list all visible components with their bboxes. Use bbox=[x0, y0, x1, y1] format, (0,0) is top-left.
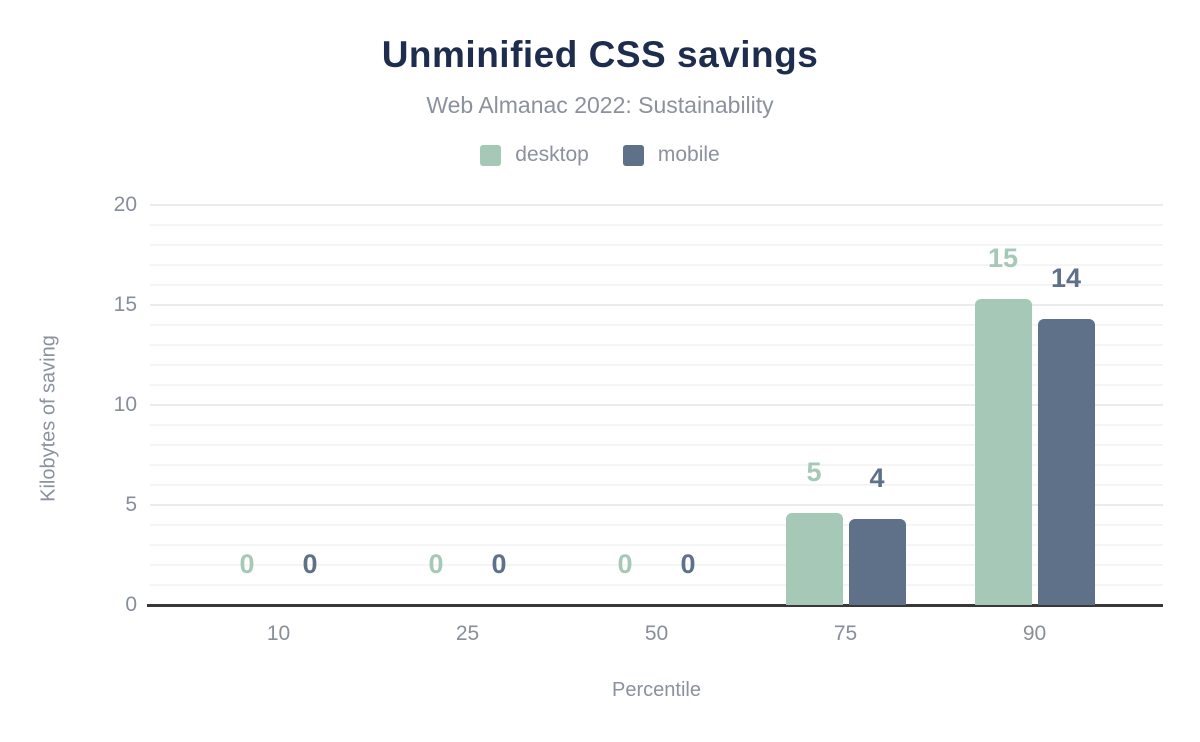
bar-value-label-mobile-p50: 0 bbox=[680, 549, 696, 579]
chart-title: Unminified CSS savings bbox=[381, 34, 819, 75]
gridline-minor bbox=[150, 284, 1163, 286]
x-tick-10: 10 bbox=[266, 622, 291, 645]
gridline-minor bbox=[150, 364, 1163, 366]
gridline-minor bbox=[150, 244, 1163, 246]
gridline-minor bbox=[150, 344, 1163, 346]
gridline-minor bbox=[150, 224, 1163, 226]
gridline-minor bbox=[150, 564, 1163, 566]
bar-value-label-mobile-p25: 0 bbox=[491, 549, 507, 579]
gridline-major bbox=[150, 404, 1163, 406]
bar-group-p90: 15 14 bbox=[940, 205, 1129, 605]
y-tick-5: 5 bbox=[125, 493, 137, 516]
bar-mobile-p90 bbox=[1037, 319, 1095, 605]
legend-label: mobile bbox=[657, 143, 720, 166]
gridline-major bbox=[150, 304, 1163, 306]
x-axis-baseline bbox=[147, 604, 1163, 607]
gridline-minor bbox=[150, 324, 1163, 326]
bar-desktop-p90 bbox=[974, 299, 1032, 605]
legend: desktop mobile bbox=[0, 142, 1200, 168]
bar-value-label-desktop-p10: 0 bbox=[239, 549, 255, 579]
y-tick-0: 0 bbox=[125, 593, 137, 616]
bar-value-label-mobile-p10: 0 bbox=[302, 549, 318, 579]
y-tick-15: 15 bbox=[113, 293, 137, 316]
y-axis-title: Kilobytes of saving bbox=[37, 335, 60, 502]
bar-value-label-mobile-p75: 4 bbox=[869, 463, 885, 493]
legend-swatch-desktop bbox=[480, 144, 502, 166]
bar-value-label-desktop-p75: 5 bbox=[806, 457, 822, 487]
bar-mobile-p75 bbox=[848, 519, 906, 605]
gridline-minor bbox=[150, 544, 1163, 546]
legend-item-mobile: mobile bbox=[622, 143, 720, 167]
gridline-minor bbox=[150, 424, 1163, 426]
gridline-minor bbox=[150, 484, 1163, 486]
y-tick-10: 10 bbox=[113, 393, 137, 416]
gridline-minor bbox=[150, 524, 1163, 526]
x-tick-25: 25 bbox=[455, 622, 480, 645]
gridline-minor bbox=[150, 384, 1163, 386]
x-tick-75: 75 bbox=[833, 622, 858, 645]
bar-value-label-desktop-p25: 0 bbox=[428, 549, 444, 579]
gridline-minor bbox=[150, 464, 1163, 466]
gridline-major bbox=[150, 504, 1163, 506]
bar-desktop-p75 bbox=[785, 513, 843, 605]
x-axis-title: Percentile bbox=[612, 679, 701, 701]
bar-value-label-desktop-p50: 0 bbox=[617, 549, 633, 579]
plot-area: 0 0 0 0 0 0 5 4 15 14 bbox=[147, 204, 1163, 607]
bar-value-label-desktop-p90: 15 bbox=[987, 243, 1019, 273]
x-tick-50: 50 bbox=[644, 622, 669, 645]
gridline-major bbox=[150, 204, 1163, 206]
bar-value-label-mobile-p90: 14 bbox=[1050, 263, 1082, 293]
x-tick-90: 90 bbox=[1022, 622, 1047, 645]
legend-swatch-mobile bbox=[622, 144, 644, 166]
y-tick-20: 20 bbox=[113, 193, 137, 216]
legend-item-desktop: desktop bbox=[480, 143, 589, 167]
gridline-minor bbox=[150, 264, 1163, 266]
gridline-minor bbox=[150, 444, 1163, 446]
legend-label: desktop bbox=[515, 143, 589, 166]
gridline-minor bbox=[150, 584, 1163, 586]
chart-subtitle: Web Almanac 2022: Sustainability bbox=[426, 92, 774, 118]
